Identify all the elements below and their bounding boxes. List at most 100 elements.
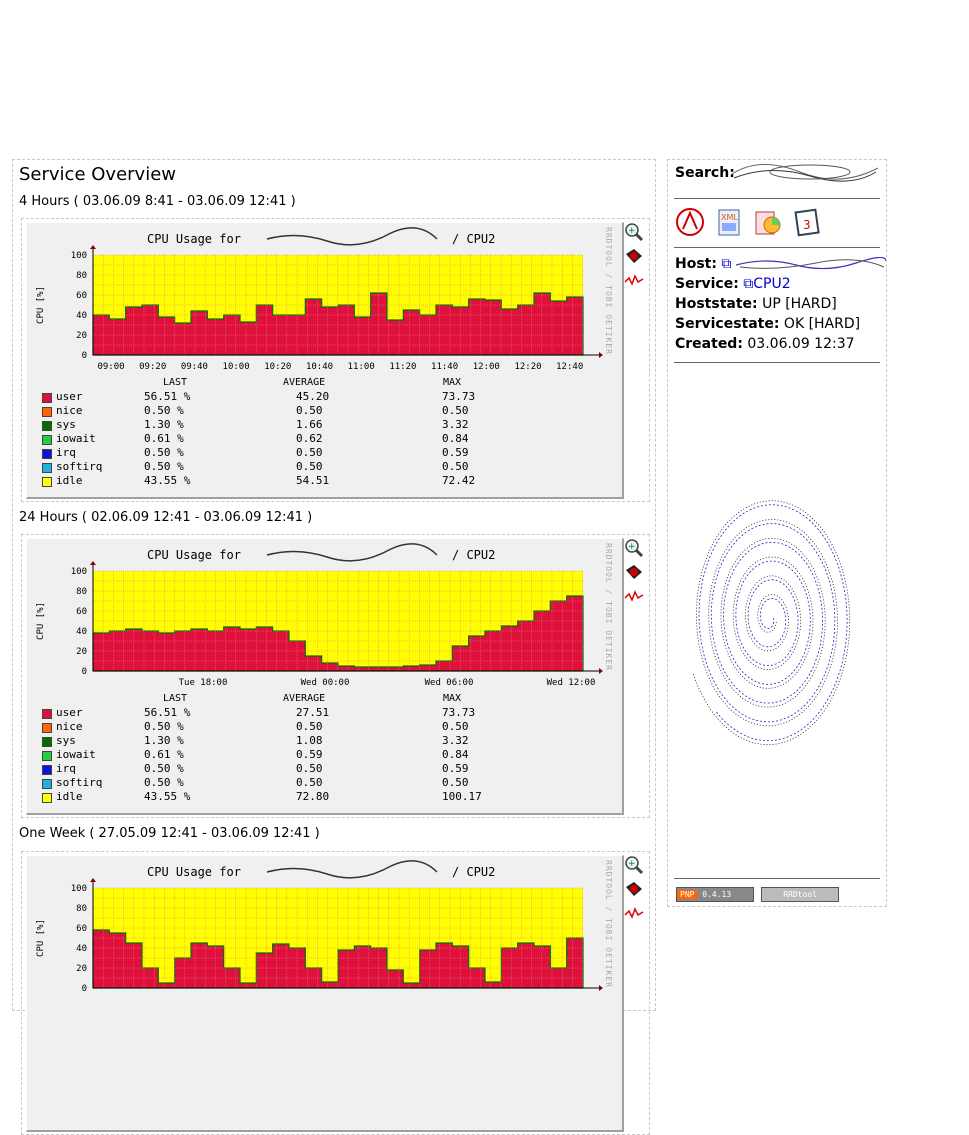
graph-icon[interactable]	[624, 903, 644, 923]
search-input[interactable]	[730, 160, 880, 184]
legend-swatch	[42, 723, 52, 733]
x-tick-label: Wed 06:00	[425, 678, 474, 688]
hoststate-label: Hoststate:	[675, 296, 758, 312]
legend-last: 56.51 %	[144, 706, 191, 719]
svg-text:+: +	[628, 859, 636, 869]
x-tick-label: 10:20	[264, 362, 291, 372]
legend-max: 100.17	[442, 790, 482, 803]
y-tick-label: 0	[82, 351, 87, 361]
legend-max: 3.32	[442, 418, 469, 431]
pnp-badge-version: 0.4.13	[702, 890, 732, 899]
zoom-icon[interactable]: +	[624, 538, 644, 558]
cpu-graph-4h[interactable]: CPU Usage for / CPU2 CPU [%] 0 20 40 60 80 100 09…	[26, 222, 624, 499]
legend-swatch	[42, 463, 52, 473]
rrdtool-watermark: RRDTOOL / TOBI OETIKER	[604, 543, 613, 671]
x-tick-label: 12:40	[556, 362, 583, 372]
x-tick-label: Wed 00:00	[301, 678, 350, 688]
legend-name: irq	[56, 762, 76, 775]
x-tick-label: 11:40	[431, 362, 458, 372]
legend-avg: 0.62	[296, 432, 323, 445]
legend-last: 0.50 %	[144, 460, 184, 473]
xml-icon[interactable]: XML	[714, 207, 744, 237]
y-tick-label: 20	[76, 964, 87, 974]
y-tick-label: 100	[71, 567, 87, 577]
cpu-graph-week[interactable]: CPU Usage for / CPU2 CPU [%] 0 20 40 60 80 100	[26, 855, 624, 1132]
x-tick-label: 12:00	[473, 362, 500, 372]
action-icons: XML 3	[675, 207, 826, 241]
x-tick-label: 09:40	[181, 362, 208, 372]
host-row: Host: ⧉	[675, 254, 887, 274]
y-tick-label: 20	[76, 647, 87, 657]
legend-swatch	[42, 435, 52, 445]
legend-last: 43.55 %	[144, 790, 191, 803]
y-tick-label: 80	[76, 904, 87, 914]
legend-header-average: AVERAGE	[283, 693, 326, 704]
x-axis-arrow	[599, 668, 603, 674]
cpu-graph-24h[interactable]: CPU Usage for / CPU2 CPU [%] 0 20 40 60 80 100 Tu…	[26, 538, 624, 815]
svg-text:XML: XML	[721, 213, 738, 222]
notify-icon[interactable]	[624, 246, 644, 266]
legend-row-iowait: iowait 0.61 % 0.59 0.84	[42, 748, 602, 762]
legend-avg: 0.59	[296, 748, 323, 761]
calendar-widget[interactable]	[674, 368, 854, 874]
legend-name: nice	[56, 404, 83, 417]
spiral-decoration	[698, 504, 848, 742]
pdf-icon[interactable]	[675, 207, 705, 237]
legend-swatch	[42, 793, 52, 803]
service-label: Service:	[675, 276, 739, 292]
legend-row-irq: irq 0.50 % 0.50 0.59	[42, 762, 602, 776]
legend-swatch	[42, 477, 52, 487]
legend-header-last: LAST	[163, 377, 188, 388]
legend-last: 0.50 %	[144, 446, 184, 459]
legend: user 56.51 % 27.51 73.73 nice 0.50 % 0.50 0.50 s…	[42, 706, 602, 804]
notify-icon[interactable]	[624, 879, 644, 899]
legend-row-sys: sys 1.30 % 1.66 3.32	[42, 418, 602, 432]
servicestate-row: Servicestate: OK [HARD]	[675, 314, 886, 334]
zoom-icon[interactable]: +	[624, 855, 644, 875]
hoststate-row: Hoststate: UP [HARD]	[675, 294, 886, 314]
graph-icon[interactable]	[624, 586, 644, 606]
service-link-icon[interactable]: ⧉	[743, 276, 754, 292]
legend-name: iowait	[56, 432, 96, 445]
zoom-icon[interactable]: +	[624, 222, 644, 242]
legend-swatch	[42, 765, 52, 775]
y-tick-label: 100	[71, 251, 87, 261]
legend-last: 0.61 %	[144, 748, 184, 761]
svg-text:+: +	[628, 226, 636, 236]
y-axis-label: CPU [%]	[36, 286, 46, 324]
y-axis-arrow	[90, 878, 96, 882]
legend-avg: 72.80	[296, 790, 330, 803]
page-title: Service Overview	[19, 164, 176, 185]
legend-max: 0.50	[442, 460, 469, 473]
legend-last: 0.50 %	[144, 762, 184, 775]
legend-max: 0.59	[442, 446, 469, 459]
pnp-badge[interactable]: PNP 0.4.13	[676, 887, 754, 902]
y-axis-arrow	[90, 561, 96, 565]
rrdtool-badge[interactable]: RRDtool	[761, 887, 840, 902]
legend-max: 72.42	[442, 474, 476, 487]
chart-svg: CPU Usage for / CPU2 CPU [%] 0 20 40 60 80 100 Tu…	[36, 543, 603, 688]
y-tick-label: 40	[76, 627, 87, 637]
legend-max: 0.50	[442, 776, 469, 789]
host-name-image	[266, 227, 438, 246]
chart-title-suffix: / CPU2	[452, 232, 495, 246]
pnp-badge-label: PNP	[677, 890, 698, 899]
legend-header: LAST AVERAGE MAX	[27, 377, 622, 391]
legend-last: 0.50 %	[144, 404, 184, 417]
host-name-image	[266, 860, 438, 879]
graph-icon[interactable]	[624, 270, 644, 290]
calendar-icon[interactable]: 3	[792, 207, 822, 237]
notify-icon[interactable]	[624, 562, 644, 582]
report-icon[interactable]	[753, 207, 783, 237]
y-tick-label: 80	[76, 587, 87, 597]
service-info: Host: ⧉ Service: ⧉CPU2 Hoststate: UP [HA…	[675, 254, 887, 354]
rrdtool-watermark: RRDTOOL / TOBI OETIKER	[604, 227, 613, 355]
y-tick-label: 60	[76, 607, 87, 617]
host-link-icon[interactable]: ⧉	[721, 256, 732, 272]
legend-header-max: MAX	[443, 377, 462, 388]
search-label: Search:	[675, 165, 735, 181]
x-tick-label: 09:20	[139, 362, 166, 372]
legend-name: idle	[56, 790, 83, 803]
service-link[interactable]: CPU2	[753, 276, 791, 292]
legend-avg: 0.50	[296, 460, 323, 473]
